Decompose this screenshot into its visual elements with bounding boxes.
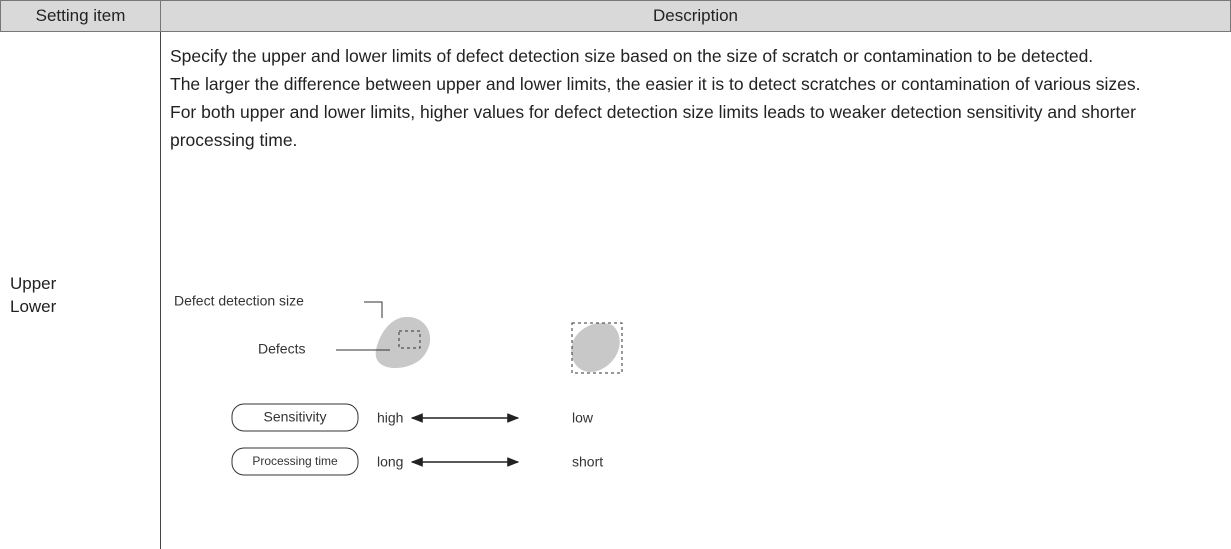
header-cell: Setting item <box>0 0 161 32</box>
paragraph: For both upper and lower limits, higher … <box>170 102 1136 150</box>
figure-label: high <box>377 410 403 426</box>
figure-label: long <box>377 454 403 470</box>
pill <box>231 447 359 476</box>
detection-box <box>398 330 421 349</box>
figure-label: short <box>572 454 603 470</box>
leader-line <box>364 301 383 318</box>
setting-item: Upper Lower <box>10 272 56 318</box>
column-divider <box>160 32 161 549</box>
header-cell: Description <box>160 0 1231 32</box>
paragraph: Specify the upper and lower limits of de… <box>170 46 1094 66</box>
figure-label: Sensitivity <box>263 409 326 425</box>
figure-label: Defect detection size <box>174 293 304 309</box>
pill <box>231 403 359 432</box>
figure-label: Processing time <box>252 454 338 468</box>
item-line: Lower <box>10 297 57 316</box>
defect-blob <box>571 322 620 372</box>
defect-blob <box>375 316 431 369</box>
description: Specify the upper and lower limits of de… <box>170 42 1170 154</box>
figure-label: low <box>572 410 594 426</box>
paragraph: The larger the difference between upper … <box>170 74 1141 94</box>
item-line: Upper <box>10 274 57 293</box>
detection-box <box>571 322 623 374</box>
figure-label: Defects <box>258 341 305 357</box>
